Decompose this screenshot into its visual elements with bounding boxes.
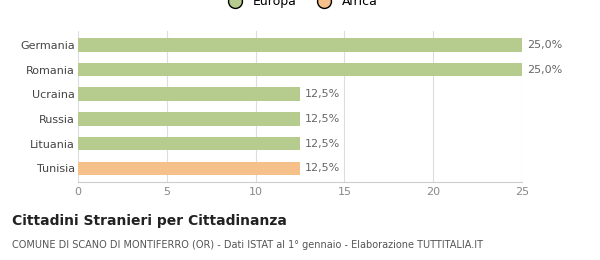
Bar — [78, 161, 300, 175]
Bar — [78, 112, 300, 126]
Bar — [78, 137, 300, 151]
Bar — [78, 38, 522, 52]
Text: 12,5%: 12,5% — [305, 139, 341, 149]
Text: 12,5%: 12,5% — [305, 89, 341, 99]
Text: 25,0%: 25,0% — [527, 40, 563, 50]
Text: 12,5%: 12,5% — [305, 114, 341, 124]
Legend: Europa, Africa: Europa, Africa — [218, 0, 382, 13]
Text: 25,0%: 25,0% — [527, 64, 563, 75]
Bar — [78, 63, 522, 76]
Text: COMUNE DI SCANO DI MONTIFERRO (OR) - Dati ISTAT al 1° gennaio - Elaborazione TUT: COMUNE DI SCANO DI MONTIFERRO (OR) - Dat… — [12, 240, 483, 250]
Bar — [78, 87, 300, 101]
Text: 12,5%: 12,5% — [305, 163, 341, 173]
Text: Cittadini Stranieri per Cittadinanza: Cittadini Stranieri per Cittadinanza — [12, 214, 287, 229]
